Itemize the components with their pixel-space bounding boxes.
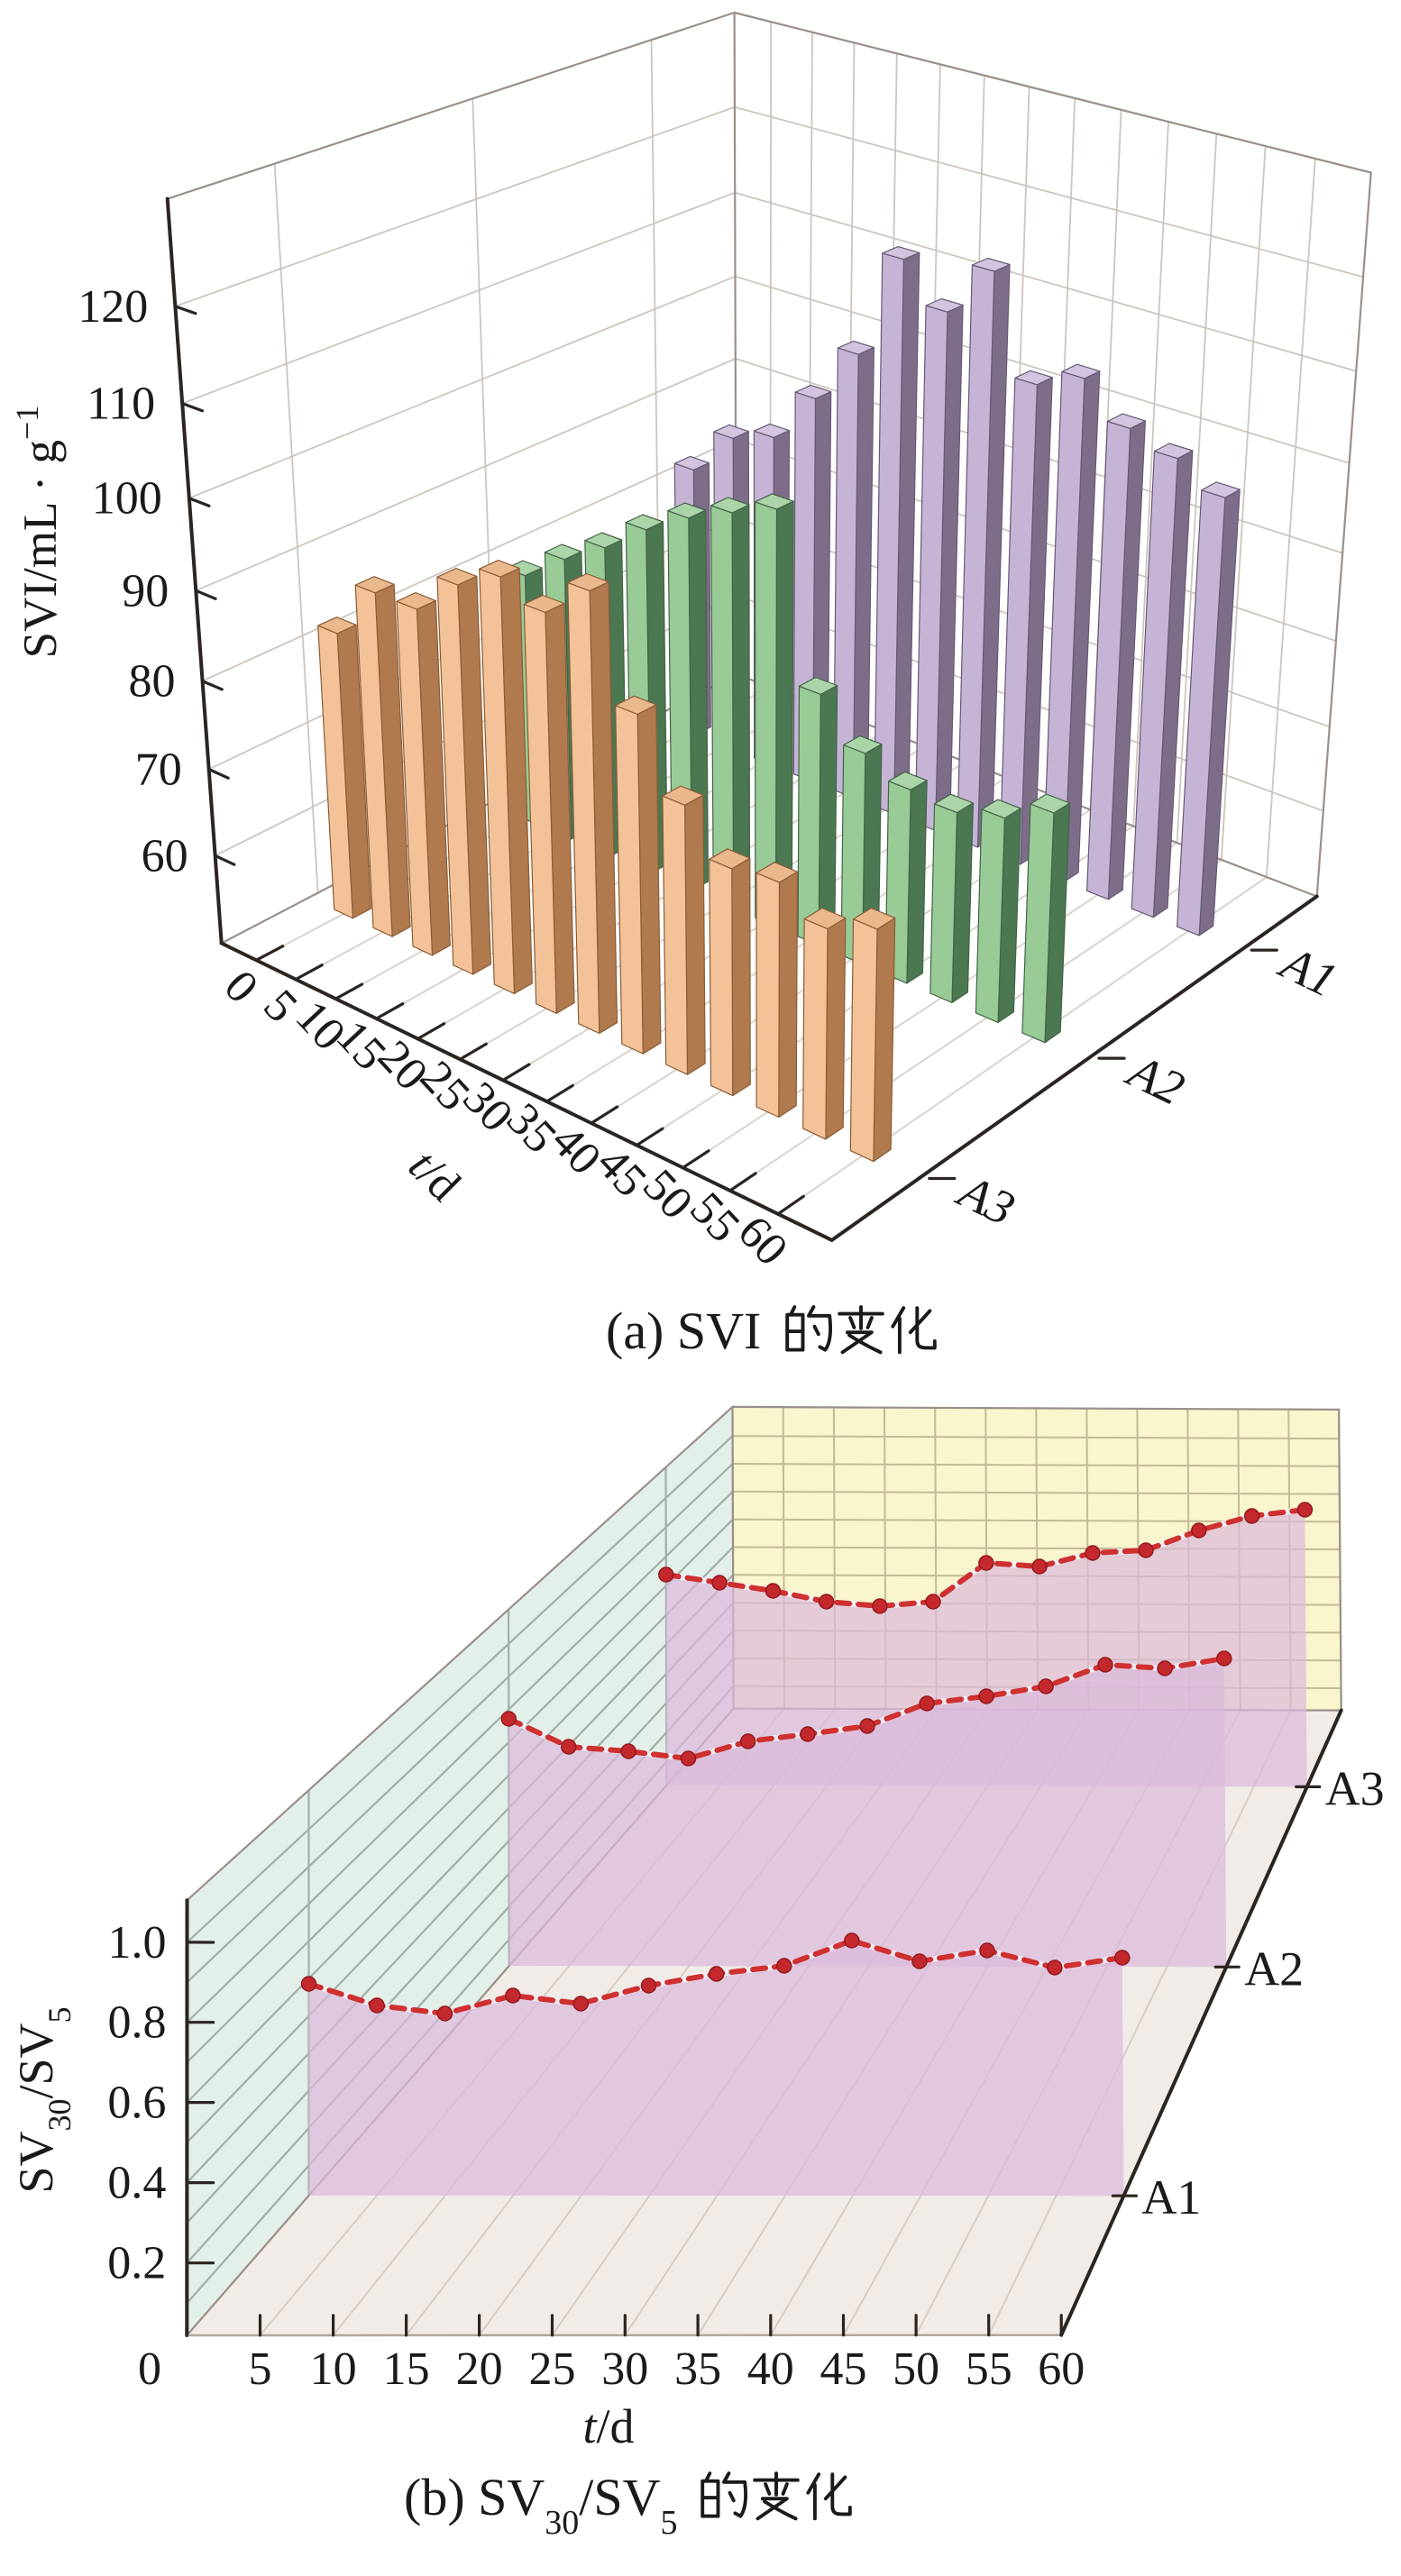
svg-text:80: 80 [129,656,176,708]
svg-text:A1: A1 [1270,934,1345,1008]
svg-text:A1: A1 [1141,2170,1201,2224]
svg-text:15: 15 [383,2343,430,2395]
svg-text:SV30/SV5: SV30/SV5 [9,2006,78,2193]
svg-text:0.2: 0.2 [107,2238,166,2289]
svg-text:100: 100 [92,473,162,525]
svg-text:SVI/mL · g−1: SVI/mL · g−1 [9,406,67,659]
svg-text:1.0: 1.0 [108,1917,167,1969]
svg-text:A2: A2 [1118,1042,1193,1116]
svg-text:45: 45 [820,2343,867,2395]
svg-text:10: 10 [310,2343,357,2395]
svg-text:70: 70 [135,744,182,796]
svg-text:A3: A3 [948,1163,1023,1237]
svg-text:t/d: t/d [398,1140,470,1211]
svg-text:(b) SV30/SV5: (b) SV30/SV5 [404,2468,678,2542]
svg-text:0.8: 0.8 [108,1997,167,2049]
svg-text:60: 60 [1038,2343,1085,2395]
svg-text:30: 30 [601,2343,648,2395]
svg-text:50: 50 [893,2343,939,2395]
svg-text:40: 40 [747,2343,794,2395]
svg-text:A3: A3 [1325,1761,1385,1815]
svg-text:5: 5 [249,2343,272,2395]
svg-text:20: 20 [456,2343,503,2395]
svg-text:A2: A2 [1244,1941,1304,1996]
svg-text:0.6: 0.6 [107,2078,166,2129]
svg-text:25: 25 [529,2343,576,2395]
svg-text:120: 120 [78,281,148,333]
svg-text:90: 90 [122,565,169,617]
svg-text:35: 35 [674,2343,721,2395]
svg-text:110: 110 [87,379,155,430]
svg-text:0: 0 [215,961,268,1013]
svg-text:60: 60 [142,830,188,882]
svg-text:55: 55 [966,2343,1012,2395]
svg-text:0.4: 0.4 [107,2158,166,2209]
svg-text:(a) SVI: (a) SVI [606,1302,761,1360]
svg-text:t/d: t/d [582,2399,634,2453]
svg-text:0: 0 [138,2343,161,2395]
